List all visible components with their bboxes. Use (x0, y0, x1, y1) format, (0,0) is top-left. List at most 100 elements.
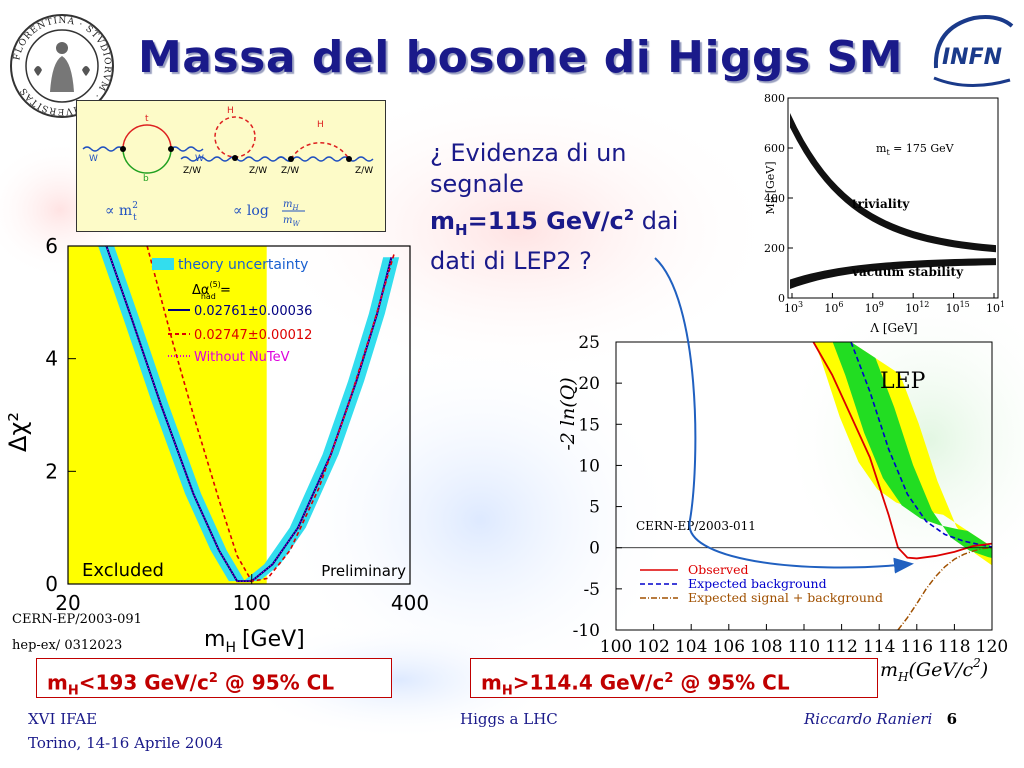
x-tick-label: 1018 (986, 300, 1004, 315)
x-axis-label: mH(GeV/c2) (880, 656, 988, 684)
svg-text:W: W (195, 154, 204, 164)
svg-text:INFN: INFN (942, 45, 1002, 70)
delta-chi2-chart: 0 2 4 6 20 100 400 Excluded Preliminary Δχ² mH [GeV… (4, 234, 429, 656)
y-tick-label: -5 (583, 580, 600, 600)
y-tick-label: -10 (573, 621, 600, 641)
question-line-1: ¿ Evidenza di un (430, 139, 627, 167)
series-0.02747 (146, 246, 396, 583)
upper-limit-box: mH<193 GeV/c2 @ 95% CL (36, 658, 392, 699)
footer-author-page: Riccardo Ranieri 6 (804, 710, 957, 728)
university-seal: FLORENTINA · STVDIORVM · VNIVERSITAS (10, 14, 114, 118)
page-number: 6 (946, 710, 958, 728)
svg-text:Z/W: Z/W (249, 166, 267, 176)
y-tick-label: 4 (45, 347, 58, 371)
y-tick-label: 10 (578, 456, 600, 476)
question-text: ¿ Evidenza di un segnale mH=115 GeV/c2 d… (430, 138, 730, 277)
svg-text:H: H (317, 120, 324, 130)
legend-header: Δα(5) had = (192, 280, 231, 301)
y-tick-label: 200 (764, 242, 785, 255)
x-tick-label: 118 (938, 637, 970, 657)
footer-author: Riccardo Ranieri (804, 710, 933, 728)
y-axis-label: MH[GeV] (764, 161, 779, 214)
slide-title: Massa del bosone di Higgs SM (138, 32, 904, 83)
theory-uncertainty-band (98, 246, 400, 582)
x-tick-label: 106 (713, 637, 745, 657)
x-tick-label: 109 (865, 300, 884, 315)
y-tick-label: 800 (764, 92, 785, 105)
ref-cern-011: CERN-EP/2003-011 (636, 519, 756, 533)
legend-entry: Expected background (688, 576, 827, 591)
x-tick-label: 103 (784, 300, 803, 315)
svg-text:Z/W: Z/W (183, 166, 201, 176)
svg-text:t: t (145, 114, 149, 124)
lower-limit-box: mH>114.4 GeV/c2 @ 95% CL (470, 658, 878, 699)
x-tick-label: 106 (824, 300, 843, 315)
svg-text:mH: mH (283, 199, 299, 212)
x-tick-label: 20 (55, 591, 80, 615)
legend-entry: Expected signal + background (688, 590, 883, 605)
svg-text:mW: mW (283, 215, 300, 228)
excluded-label: Excluded (82, 560, 164, 581)
legend-entry: Observed (688, 562, 749, 577)
x-tick-label: 100 (600, 637, 632, 657)
y-tick-label: 25 (578, 333, 600, 353)
legend-entry-2: 0.02747±0.00012 (194, 328, 312, 343)
triviality-band (790, 113, 996, 253)
chart-title-lep: LEP (880, 369, 926, 394)
y-tick-label: 6 (45, 234, 58, 258)
legend-band-swatch (152, 258, 174, 270)
footer-place-date: Torino, 14-16 Aprile 2004 (28, 734, 224, 752)
svg-text:b: b (143, 174, 149, 184)
x-tick-label: 104 (675, 637, 707, 657)
legend-band-label: theory uncertainty (178, 257, 308, 273)
y-axis-label: -2 ln(Q) (557, 377, 579, 450)
vacuum-stability-label: vacuum stability (851, 265, 964, 279)
vacuum-stability-band (790, 258, 996, 289)
y-tick-label: 0 (589, 539, 600, 559)
x-tick-label: 114 (863, 637, 895, 657)
delta-chi2-legend: theory uncertainty Δα(5) had = 0.02761±0.… (152, 257, 312, 365)
x-tick-label: 120 (976, 637, 1008, 657)
triviality-label: triviality (852, 197, 910, 211)
y-axis-label: Δχ² (4, 412, 32, 452)
legend-entry-1: 0.02761±0.00036 (194, 304, 312, 319)
x-axis-label: mH [GeV] (204, 627, 305, 656)
question-line-4: dati di LEP2 ? (430, 246, 592, 275)
x-tick-label: 110 (788, 637, 820, 657)
feynman-diagrams: t b W W H Z/W Z/W H Z/W Z/W ∝ m2 t ∝ log … (76, 100, 386, 232)
svg-text:W: W (89, 154, 98, 164)
x-tick-label: 1015 (946, 300, 970, 315)
mt-annotation: mt = 175 GeV (876, 142, 955, 157)
svg-text:Z/W: Z/W (281, 166, 299, 176)
question-line-3: mH=115 GeV/c2 dai (430, 206, 679, 239)
preliminary-label: Preliminary (321, 562, 406, 580)
y-tick-label: 15 (578, 415, 600, 435)
x-tick-label: 112 (825, 637, 857, 657)
y-tick-label: 2 (45, 459, 58, 483)
x-tick-label: 108 (750, 637, 782, 657)
footer-center: Higgs a LHC (460, 710, 558, 728)
y-tick-label: 400 (764, 192, 785, 205)
x-tick-label: 116 (901, 637, 933, 657)
x-tick-label: 400 (391, 591, 429, 615)
question-line-2: segnale (430, 170, 524, 198)
svg-text:∝ m2t: ∝ m2 t (105, 201, 138, 223)
ref-hep-ex: hep-ex/ 0312023 (12, 638, 123, 653)
triviality-vacuum-chart: 0200400600800103106109101210151018mt = 1… (764, 92, 1004, 335)
y-tick-label: 5 (589, 498, 600, 518)
svg-text:Z/W: Z/W (355, 166, 373, 176)
legend-entry-3: Without NuTeV (194, 350, 290, 365)
x-tick-label: 100 (233, 591, 271, 615)
series-expected-signal-background (897, 546, 992, 630)
plot-frame (67, 245, 411, 585)
infn-logo: INFN (933, 15, 1014, 88)
svg-text:H: H (227, 106, 234, 116)
x-tick-label: 1012 (905, 300, 929, 315)
svg-text:∝ log: ∝ log (233, 203, 269, 219)
x-tick-label: 102 (637, 637, 669, 657)
y-tick-label: 0 (45, 572, 58, 596)
y-tick-label: 600 (764, 142, 785, 155)
y-tick-label: 20 (578, 374, 600, 394)
ref-cern-091: CERN-EP/2003-091 (12, 612, 142, 627)
